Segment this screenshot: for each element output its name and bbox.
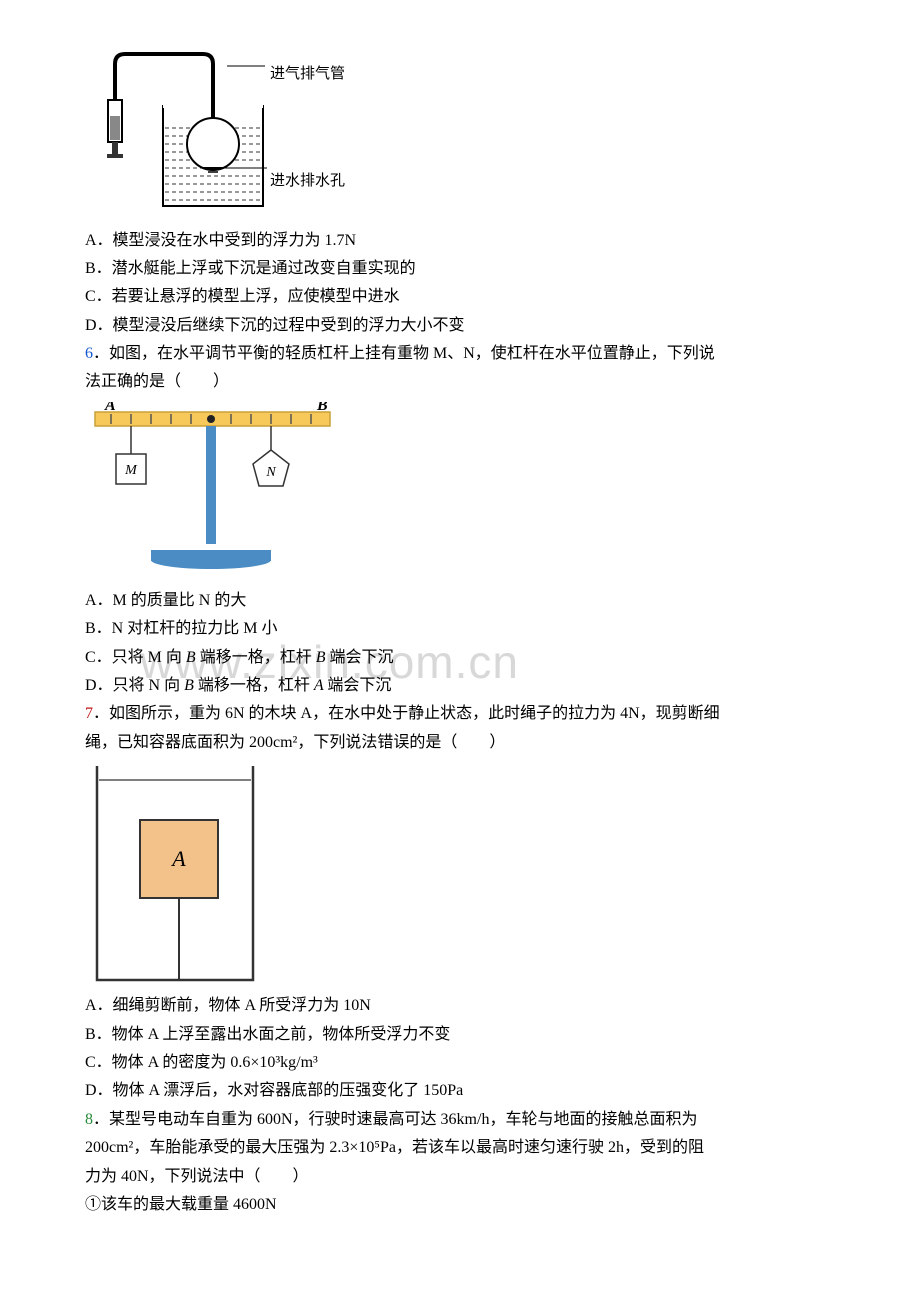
q8-stem-line3: 力为 40N，下列说法中（ ）: [85, 1164, 835, 1190]
q7-stem-line1: 7．如图所示，重为 6N 的木块 A，在水中处于静止状态，此时绳子的拉力为 4N…: [85, 701, 835, 727]
q5-pipe-label: 进气排气管: [270, 62, 360, 87]
q5-choice-d: D．模型浸没后继续下沉的过程中受到的浮力大小不变: [85, 313, 835, 339]
q8-stem-line2: 200cm²，车胎能承受的最大压强为 2.3×10⁵Pa，若该车以最高时速匀速行…: [85, 1135, 835, 1161]
q5-choice-c: C．若要让悬浮的模型上浮，应使模型中进水: [85, 284, 835, 310]
q6-number: 6: [85, 345, 93, 362]
q5-hole-label: 进水排水孔: [270, 169, 360, 194]
q7-choice-b: B．物体 A 上浮至露出水面之前，物体所受浮力不变: [85, 1022, 835, 1048]
q6-choice-b: B．N 对杠杆的拉力比 M 小: [85, 616, 835, 642]
svg-text:B: B: [316, 402, 328, 414]
q7-choice-c: C．物体 A 的密度为 0.6×10³kg/m³: [85, 1050, 835, 1076]
q6-stem-line1: 6．如图，在水平调节平衡的轻质杠杆上挂有重物 M、N，使杠杆在水平位置静止，下列…: [85, 341, 835, 367]
q6-figure: M N A B: [85, 402, 835, 582]
q5-choice-b: B．潜水艇能上浮或下沉是通过改变自重实现的: [85, 256, 835, 282]
q5-figure: [85, 46, 835, 218]
q5-choice-a: A．模型浸没在水中受到的浮力为 1.7N: [85, 228, 835, 254]
q6-stem-line2: 法正确的是（ ）: [85, 369, 835, 395]
svg-text:M: M: [124, 463, 138, 478]
q7-stem-line2: 绳，已知容器底面积为 200cm²，下列说法错误的是（ ）: [85, 730, 835, 756]
svg-text:A: A: [104, 402, 116, 414]
svg-text:A: A: [170, 846, 186, 871]
q7-figure: A: [85, 762, 835, 987]
q8-stem-a: ．某型号电动车自重为 600N，行驶时速最高可达 36km/h，车轮与地面的接触…: [93, 1111, 697, 1128]
q7-choice-d: D．物体 A 漂浮后，水对容器底部的压强变化了 150Pa: [85, 1078, 835, 1104]
q8-item1: ①该车的最大载重量 4600N: [85, 1192, 835, 1218]
q8-stem-line1: 8．某型号电动车自重为 600N，行驶时速最高可达 36km/h，车轮与地面的接…: [85, 1107, 835, 1133]
q6-stem-a: ．如图，在水平调节平衡的轻质杠杆上挂有重物 M、N，使杠杆在水平位置静止，下列说: [93, 345, 715, 362]
q6-choice-c: C．只将 M 向 B 端移一格，杠杆 B 端会下沉: [85, 645, 835, 671]
q7-choice-a: A．细绳剪断前，物体 A 所受浮力为 10N: [85, 993, 835, 1019]
q7-stem-a: ．如图所示，重为 6N 的木块 A，在水中处于静止状态，此时绳子的拉力为 4N，…: [93, 705, 720, 722]
q6-choice-d: D．只将 N 向 B 端移一格，杠杆 A 端会下沉: [85, 673, 835, 699]
q6-choice-a: A．M 的质量比 N 的大: [85, 588, 835, 614]
svg-text:N: N: [265, 465, 276, 480]
q7-number: 7: [85, 705, 93, 722]
q8-number: 8: [85, 1111, 93, 1128]
